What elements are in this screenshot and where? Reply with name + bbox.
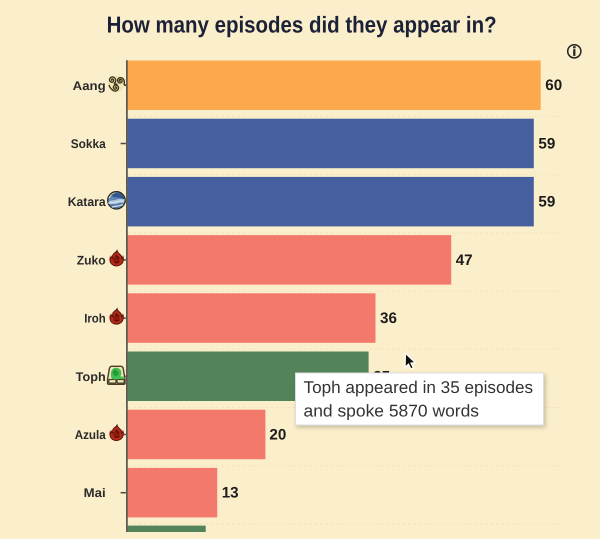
svg-text:59: 59 (538, 194, 555, 211)
svg-text:36: 36 (380, 310, 397, 327)
svg-text:Azula: Azula (75, 428, 107, 442)
svg-text:Aang: Aang (73, 79, 106, 93)
svg-text:How many episodes did they app: How many episodes did they appear in? (107, 12, 497, 38)
svg-text:Sokka: Sokka (71, 137, 107, 151)
svg-text:47: 47 (456, 252, 473, 269)
svg-text:60: 60 (545, 77, 562, 94)
svg-text:Iroh: Iroh (84, 312, 106, 326)
svg-text:Zuko: Zuko (77, 253, 106, 267)
svg-text:13: 13 (222, 485, 239, 502)
svg-text:Toph appeared in 35 episodes: Toph appeared in 35 episodes (304, 378, 534, 397)
svg-text:59: 59 (538, 135, 555, 152)
svg-text:20: 20 (269, 426, 286, 443)
svg-text:Toph: Toph (76, 370, 106, 384)
svg-text:Katara: Katara (68, 195, 107, 209)
svg-text:and spoke 5870 words: and spoke 5870 words (304, 401, 480, 420)
svg-text:Mai: Mai (84, 486, 106, 500)
